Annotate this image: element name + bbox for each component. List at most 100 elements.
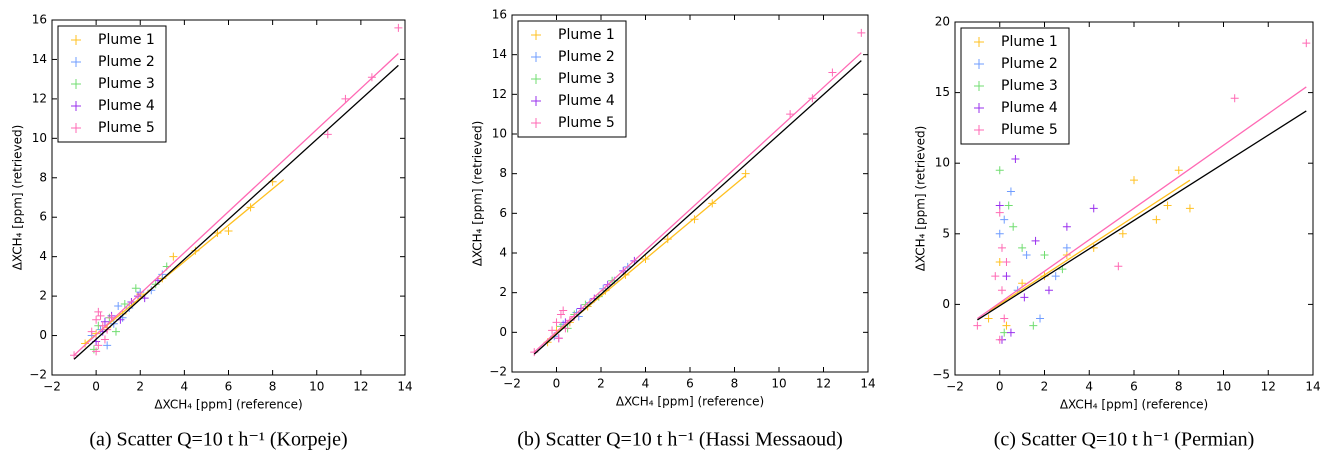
legend-label: Plume 3: [1001, 78, 1058, 94]
scatter-point: [125, 303, 134, 312]
x-tick-label: 0: [92, 380, 100, 394]
legend-marker: [531, 52, 541, 62]
y-tick-label: −5: [932, 368, 950, 382]
scatter-point: [131, 284, 140, 293]
scatter-point: [1062, 222, 1071, 231]
scatter-point: [663, 235, 672, 244]
legend-marker: [974, 81, 984, 91]
scatter-point: [1000, 314, 1009, 323]
y-tick-label: 20: [935, 15, 950, 29]
scatter-point: [224, 227, 233, 236]
fit-line: [988, 179, 1191, 313]
scatter-point: [1089, 204, 1098, 213]
legend-marker: [71, 57, 81, 67]
y-tick-label: −2: [489, 365, 507, 379]
scatter-point: [991, 272, 1000, 281]
scatter-point: [786, 110, 795, 119]
x-tick-label: 10: [309, 380, 324, 394]
y-tick-label: 0: [942, 297, 950, 311]
scatter-point: [341, 94, 350, 103]
x-tick-label: 8: [731, 377, 739, 391]
y-tick-label: 10: [935, 156, 950, 170]
legend-label: Plume 5: [1001, 122, 1058, 138]
scatter-point: [995, 229, 1004, 238]
scatter-point: [828, 68, 837, 77]
legend-label: Plume 2: [98, 54, 155, 70]
scatter-point: [1031, 236, 1040, 245]
scatter-point: [1006, 187, 1015, 196]
scatter-point: [94, 307, 103, 316]
y-axis-label: ΔXCH₄ [ppm] (retrieved): [471, 121, 485, 267]
scatter-point: [995, 335, 1004, 344]
y-tick-label: 8: [39, 170, 47, 184]
y-tick-label: 10: [492, 127, 507, 141]
fit-line: [977, 86, 1307, 320]
x-tick-label: 8: [1175, 380, 1183, 394]
scatter-point: [984, 314, 993, 323]
legend-marker: [71, 101, 81, 111]
scatter-point: [92, 347, 101, 356]
scatter-point: [995, 166, 1004, 175]
y-axis-label: ΔXCH₄ [ppm] (retrieved): [914, 126, 928, 272]
scatter-point: [1011, 154, 1020, 163]
y-tick-label: 2: [39, 289, 47, 303]
legend-label: Plume 2: [1001, 56, 1058, 72]
scatter-point: [1018, 243, 1027, 252]
fit-line: [73, 64, 399, 360]
y-tick-label: 12: [492, 87, 507, 101]
scatter-point: [120, 300, 129, 308]
legend-label: Plume 1: [558, 27, 615, 43]
x-tick-label: 12: [816, 377, 831, 391]
scatter-point: [995, 201, 1004, 210]
scatter-point: [323, 130, 332, 139]
scatter-point: [87, 327, 96, 336]
y-tick-label: 14: [492, 47, 507, 61]
scatter-point: [1006, 328, 1015, 337]
x-tick-label: 12: [1261, 380, 1276, 394]
legend-label: Plume 5: [558, 115, 615, 131]
scatter-point: [995, 208, 1004, 217]
caption: (a) Scatter Q=10 t h⁻¹ (Korpeje): [89, 429, 347, 451]
scatter-point: [1000, 328, 1009, 337]
legend-label: Plume 3: [558, 71, 615, 87]
legend-label: Plume 4: [98, 98, 155, 114]
x-axis-label: ΔXCH₄ [ppm] (reference): [154, 398, 302, 412]
scatter-point: [1002, 321, 1011, 330]
scatter-point: [690, 215, 699, 224]
scatter-point: [92, 315, 101, 324]
x-tick-label: 0: [996, 380, 1004, 394]
scatter-point: [147, 286, 156, 295]
legend-marker: [974, 103, 984, 113]
scatter-point: [1009, 222, 1018, 231]
caption: (b) Scatter Q=10 t h⁻¹ (Hassi Messaoud): [517, 429, 843, 451]
fit-line: [533, 52, 862, 353]
x-tick-label: 4: [181, 380, 189, 394]
scatter-point: [1185, 204, 1194, 213]
scatter-point: [1040, 250, 1049, 259]
scatter-point: [1114, 262, 1123, 271]
y-tick-label: 14: [32, 52, 47, 66]
y-tick-label: 4: [499, 246, 507, 260]
caption: (c) Scatter Q=10 t h⁻¹ (Permian): [994, 429, 1255, 451]
legend-label: Plume 1: [1001, 34, 1058, 50]
y-tick-label: 15: [935, 85, 950, 99]
fit-line: [73, 53, 399, 356]
scatter-point: [1004, 201, 1013, 210]
legend-marker: [531, 96, 541, 106]
legend-marker: [71, 123, 81, 133]
x-tick-label: 14: [397, 380, 412, 394]
scatter-point: [1230, 94, 1239, 103]
x-tick-label: 6: [225, 380, 233, 394]
x-tick-label: 6: [686, 377, 694, 391]
scatter-point: [1130, 176, 1138, 185]
scatter-point: [1036, 314, 1045, 323]
scatter-point: [158, 270, 167, 279]
scatter-point: [103, 341, 112, 350]
scatter-point: [1302, 39, 1311, 48]
scatter-point: [1002, 258, 1011, 267]
scatter-point: [213, 229, 222, 237]
y-axis-label: ΔXCH₄ [ppm] (retrieved): [11, 125, 25, 271]
scatter-point: [857, 28, 866, 37]
scatter-point: [997, 286, 1006, 295]
